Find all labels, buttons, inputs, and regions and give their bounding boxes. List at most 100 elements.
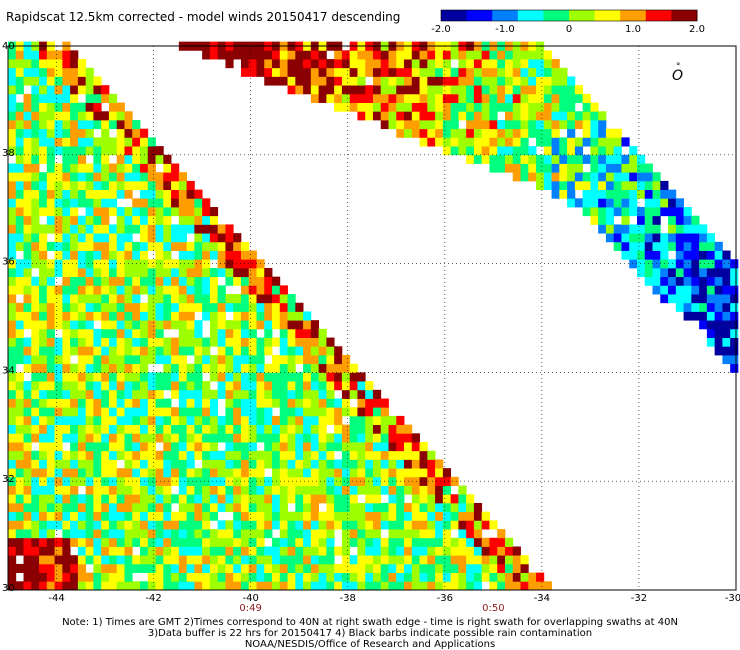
data-cell	[248, 424, 257, 434]
data-cell	[287, 346, 296, 356]
data-cell	[357, 520, 366, 530]
data-cell	[225, 354, 234, 365]
data-cell	[124, 485, 133, 495]
data-cell	[450, 111, 459, 121]
data-cell	[217, 311, 226, 321]
data-cell	[481, 511, 490, 521]
data-cell	[186, 381, 195, 391]
data-cell	[233, 50, 242, 60]
data-cell	[272, 294, 281, 304]
data-cell	[147, 328, 156, 338]
data-cell	[621, 250, 630, 260]
data-cell	[372, 415, 382, 426]
data-cell	[341, 572, 351, 582]
data-cell	[202, 267, 211, 278]
data-cell	[46, 163, 55, 173]
data-cell	[23, 354, 32, 365]
data-cell	[8, 276, 17, 286]
data-cell	[194, 407, 203, 417]
data-cell	[101, 224, 110, 234]
data-cell	[140, 233, 149, 243]
data-cell	[264, 424, 273, 434]
data-cell	[70, 198, 79, 208]
data-cell	[15, 502, 24, 513]
data-cell	[256, 511, 265, 521]
data-cell	[54, 415, 63, 426]
data-cell	[39, 59, 48, 69]
data-cell	[171, 424, 180, 434]
data-cell	[303, 311, 312, 321]
data-cell	[31, 398, 40, 408]
data-cell	[318, 424, 327, 434]
data-cell	[155, 529, 164, 539]
data-cell	[217, 320, 226, 330]
data-cell	[202, 337, 211, 347]
data-cell	[264, 328, 273, 338]
data-cell	[93, 381, 102, 391]
data-cell	[730, 337, 739, 347]
data-cell	[202, 215, 211, 225]
data-cell	[23, 111, 32, 121]
data-cell	[256, 529, 265, 539]
data-cell	[31, 311, 40, 321]
data-cell	[326, 581, 335, 591]
data-cell	[23, 102, 32, 112]
data-cell	[39, 415, 48, 426]
data-cell	[108, 180, 118, 191]
data-cell	[435, 563, 444, 573]
data-cell	[194, 555, 203, 565]
data-cell	[202, 415, 211, 426]
data-cell	[512, 111, 521, 121]
data-cell	[46, 346, 55, 356]
data-cell	[233, 485, 242, 495]
data-cell	[629, 241, 638, 251]
data-cell	[714, 259, 723, 269]
data-cell	[93, 259, 102, 269]
data-cell	[77, 346, 87, 356]
data-cell	[272, 520, 281, 530]
data-cell	[85, 581, 94, 591]
data-cell	[15, 67, 24, 77]
data-cell	[70, 511, 79, 521]
data-cell	[512, 119, 521, 130]
data-cell	[411, 520, 420, 530]
data-cell	[357, 50, 366, 60]
data-cell	[613, 146, 622, 156]
data-cell	[124, 111, 133, 121]
data-cell	[194, 415, 203, 426]
data-cell	[23, 502, 32, 513]
data-cell	[233, 520, 242, 530]
data-cell	[108, 555, 118, 565]
data-cell	[357, 372, 366, 382]
data-cell	[334, 59, 343, 69]
data-cell	[240, 328, 250, 338]
data-cell	[155, 320, 164, 330]
data-cell	[140, 502, 149, 513]
data-cell	[582, 111, 591, 121]
data-cell	[341, 520, 351, 530]
data-cell	[163, 233, 172, 243]
data-cell	[419, 137, 428, 147]
data-cell	[124, 572, 133, 582]
data-cell	[217, 502, 226, 513]
data-cell	[171, 337, 180, 347]
data-cell	[264, 581, 273, 591]
data-cell	[660, 198, 669, 208]
data-cell	[536, 154, 545, 164]
data-cell	[132, 555, 141, 565]
data-cell	[77, 189, 87, 199]
data-cell	[450, 572, 459, 582]
data-cell	[629, 154, 638, 164]
data-cell	[178, 233, 188, 243]
data-cell	[668, 294, 677, 304]
data-cell	[435, 546, 444, 556]
data-cell	[559, 102, 568, 112]
data-cell	[512, 102, 521, 112]
data-cell	[334, 468, 343, 478]
data-cell	[497, 154, 506, 164]
data-cell	[303, 468, 312, 478]
data-cell	[23, 442, 32, 452]
data-cell	[450, 511, 459, 521]
data-cell	[520, 146, 529, 156]
